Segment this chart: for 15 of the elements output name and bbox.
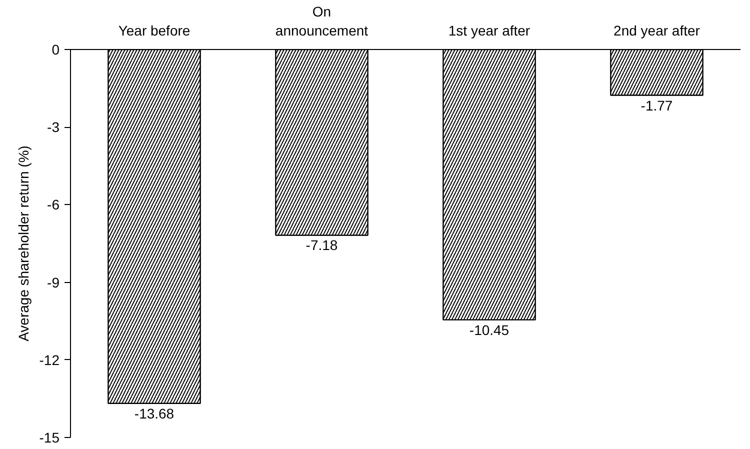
data-label: -7.18 xyxy=(306,237,338,254)
data-label: -1.77 xyxy=(640,97,673,114)
y-tick-label: -3 xyxy=(47,119,60,136)
y-tick-label: -6 xyxy=(47,196,60,213)
x-tick-label: Year before xyxy=(118,22,190,38)
y-tick-label: -9 xyxy=(47,274,60,290)
y-tick-label: -15 xyxy=(39,430,60,446)
data-label: -10.45 xyxy=(469,322,510,338)
y-tick-label: 0 xyxy=(52,42,60,58)
y-tick-label: -12 xyxy=(39,352,60,368)
x-tick-label: 2nd year after xyxy=(614,22,700,38)
y-axis-title: Average shareholder return (%) xyxy=(15,146,32,342)
data-label: -13.68 xyxy=(134,405,174,422)
x-tick-label: On announcement xyxy=(275,3,368,38)
x-tick-label: 1st year after xyxy=(448,22,530,38)
